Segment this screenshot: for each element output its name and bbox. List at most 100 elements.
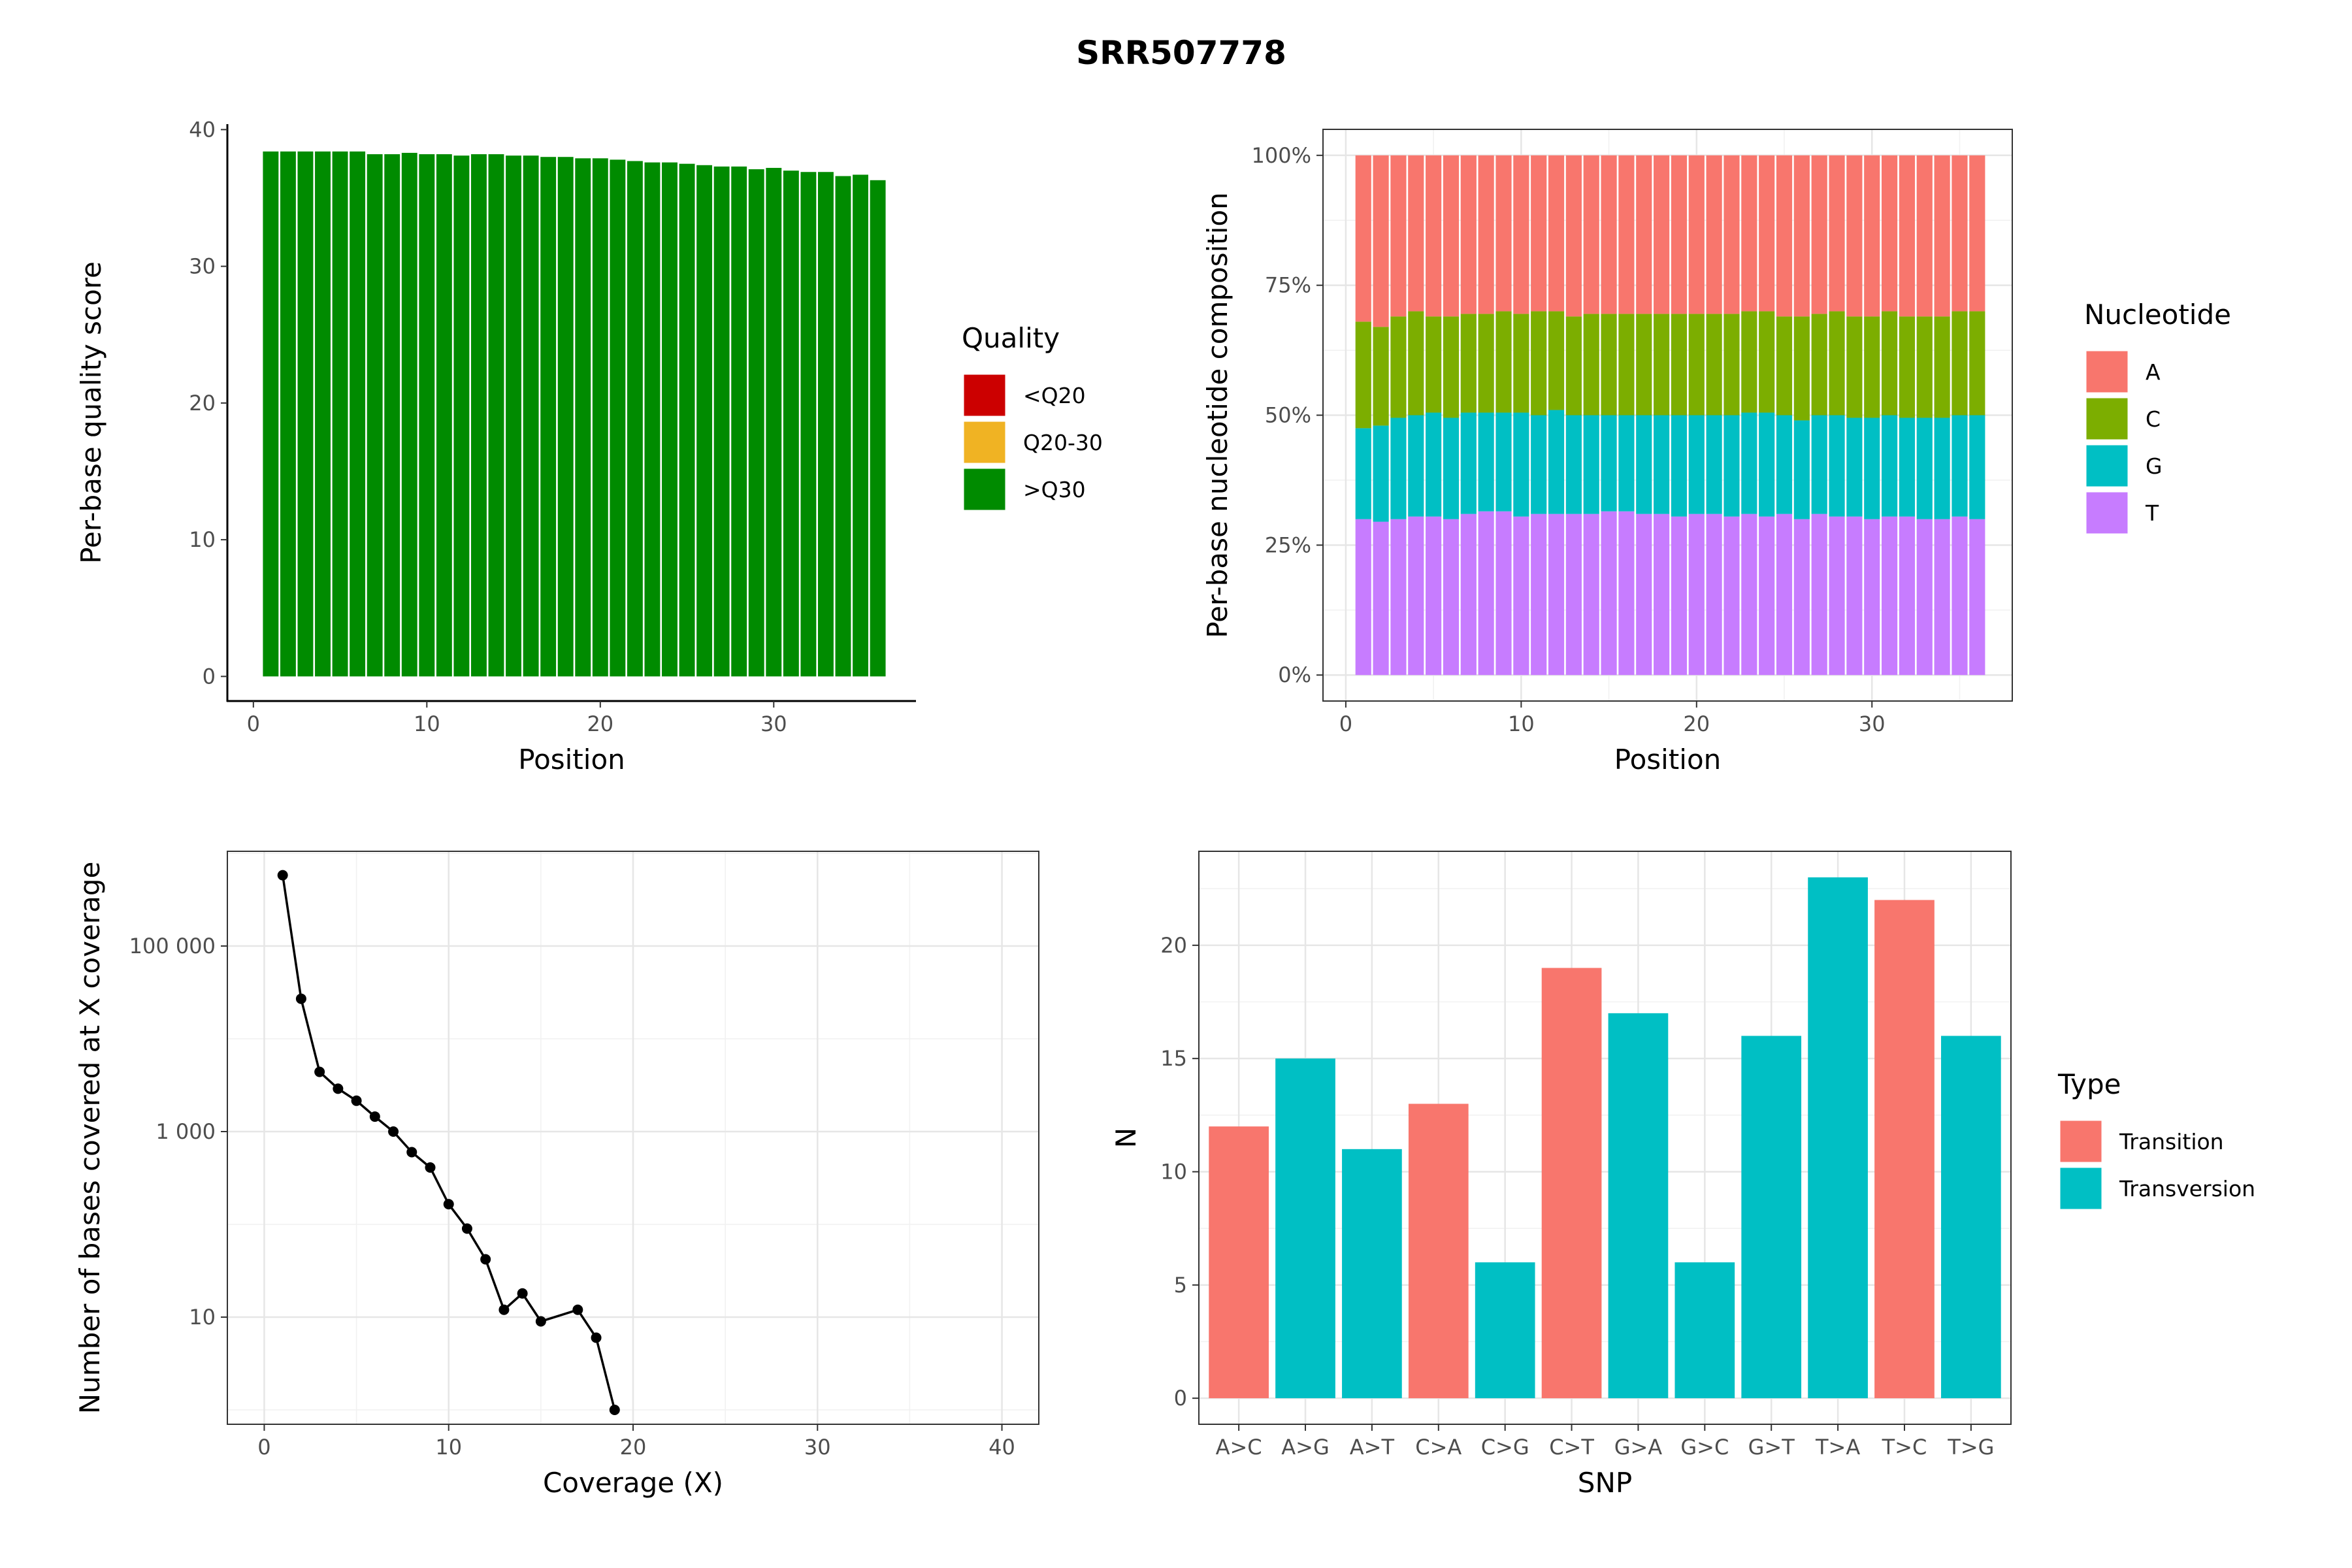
composition-bar-G [1969,415,1985,519]
composition-bar-C [1618,314,1635,416]
composition-bar-A [1443,155,1460,317]
snp-x-tick-label: G>T [1748,1435,1795,1460]
composition-bar-C [1723,314,1740,416]
snp-x-tick-label: C>G [1481,1435,1529,1460]
snp-x-tick-label: G>A [1614,1435,1663,1460]
composition-bar-G [1882,415,1898,517]
quality-bar [835,176,851,677]
composition-bar-C [1934,316,1950,418]
composition-bar-C [1373,327,1389,426]
quality-bar [506,155,522,677]
coverage-y-axis-title: Number of bases covered at X coverage [74,862,106,1414]
quality-x-tick-label: 10 [414,711,440,736]
coverage-point [480,1254,491,1265]
composition-bar-C [1811,314,1827,416]
coverage-point [425,1162,436,1173]
composition-bar-C [1478,314,1494,413]
snp-x-tick-label: A>G [1281,1435,1330,1460]
quality-bar [401,152,417,677]
composition-x-tick-label: 0 [1339,711,1352,736]
quality-x-axis-title: Position [518,743,625,776]
quality-bar [853,174,868,677]
composition-bar-C [1601,314,1617,416]
composition-bar-A [1882,155,1898,312]
composition-bar-A [1952,155,1968,312]
composition-bar-G [1478,412,1494,512]
composition-bar-G [1829,415,1845,517]
composition-bar-A [1531,155,1547,312]
composition-bar-G [1460,412,1477,514]
snp-bar [1541,968,1602,1399]
composition-bar-A [1916,155,1933,317]
quality-bar [610,159,626,677]
composition-legend-key-0 [2084,349,2130,395]
composition-bar-G [1355,428,1371,519]
composition-bar-C [1495,311,1512,413]
quality-legend-label-2: >Q30 [1023,477,1086,502]
composition-panel: 0% 25% 50% 75% 100% 0 10 20 30 Position Per-base n… [1201,129,2231,776]
quality-x-tick-label: 30 [760,711,787,736]
quality-y-tick-label: 0 [203,664,216,689]
quality-bar [696,165,713,677]
snp-x-tick-label: T>G [1947,1435,1994,1460]
composition-bar-T [1846,516,1863,676]
coverage-x-axis-title: Coverage (X) [543,1467,723,1499]
composition-y-tick-label: 25% [1265,532,1311,557]
snp-x-tick-label: A>T [1350,1435,1395,1460]
composition-bar-A [1495,155,1512,312]
composition-bar-G [1688,415,1705,514]
composition-bar-T [1618,511,1635,676]
composition-bar-G [1706,415,1722,514]
composition-bar-C [1706,314,1722,416]
composition-bar-T [1952,516,1968,676]
snp-y-tick-label: 20 [1160,933,1187,958]
snp-y-tick-label: 15 [1160,1046,1187,1071]
composition-bar-T [1373,521,1389,676]
snp-bar [1608,1013,1669,1399]
composition-bar-A [1636,155,1652,314]
snp-bar [1275,1058,1335,1399]
composition-x-tick-label: 10 [1508,711,1535,736]
composition-bar-C [1531,311,1547,416]
composition-bar-A [1548,155,1565,312]
snp-bar [1342,1149,1402,1399]
composition-bar-T [1864,519,1880,676]
composition-bar-C [1443,316,1460,418]
quality-legend-label-1: Q20-30 [1023,430,1103,455]
composition-bar-C [1408,311,1424,416]
composition-bar-T [1829,516,1845,676]
composition-bar-T [1934,519,1950,676]
snp-x-tick-label: T>C [1882,1435,1927,1460]
composition-legend-label-1: C [2146,406,2161,432]
coverage-point [314,1066,325,1077]
coverage-point [277,870,288,881]
quality-bar [592,158,608,677]
composition-bar-T [1811,514,1827,676]
composition-x-axis-title: Position [1614,743,1722,776]
coverage-point [443,1199,454,1210]
quality-bar [627,161,643,677]
composition-bar-A [1601,155,1617,314]
composition-bar-C [1426,316,1442,413]
coverage-point [535,1316,546,1327]
composition-bar-G [1443,417,1460,519]
composition-bar-A [1846,155,1863,317]
snp-x-tick-label: C>A [1415,1435,1462,1460]
composition-x-tick-label: 20 [1683,711,1710,736]
composition-bar-A [1688,155,1705,314]
snp-x-tick-label: A>C [1216,1435,1262,1460]
composition-bar-A [1355,155,1371,322]
composition-bar-C [1688,314,1705,416]
composition-legend-label-2: G [2146,453,2163,479]
composition-bar-T [1460,514,1477,676]
composition-bar-A [1864,155,1880,317]
composition-bar-C [1882,311,1898,416]
coverage-point [369,1111,380,1122]
coverage-panel: 10 1 000 100 000 0 10 20 30 40 Coverage (X) Numbe… [74,851,1039,1499]
quality-bar [679,163,695,677]
composition-bar-A [1793,155,1810,317]
composition-bar-G [1846,417,1863,517]
snp-bar [1408,1103,1469,1399]
coverage-x-tick-label: 30 [804,1435,831,1460]
